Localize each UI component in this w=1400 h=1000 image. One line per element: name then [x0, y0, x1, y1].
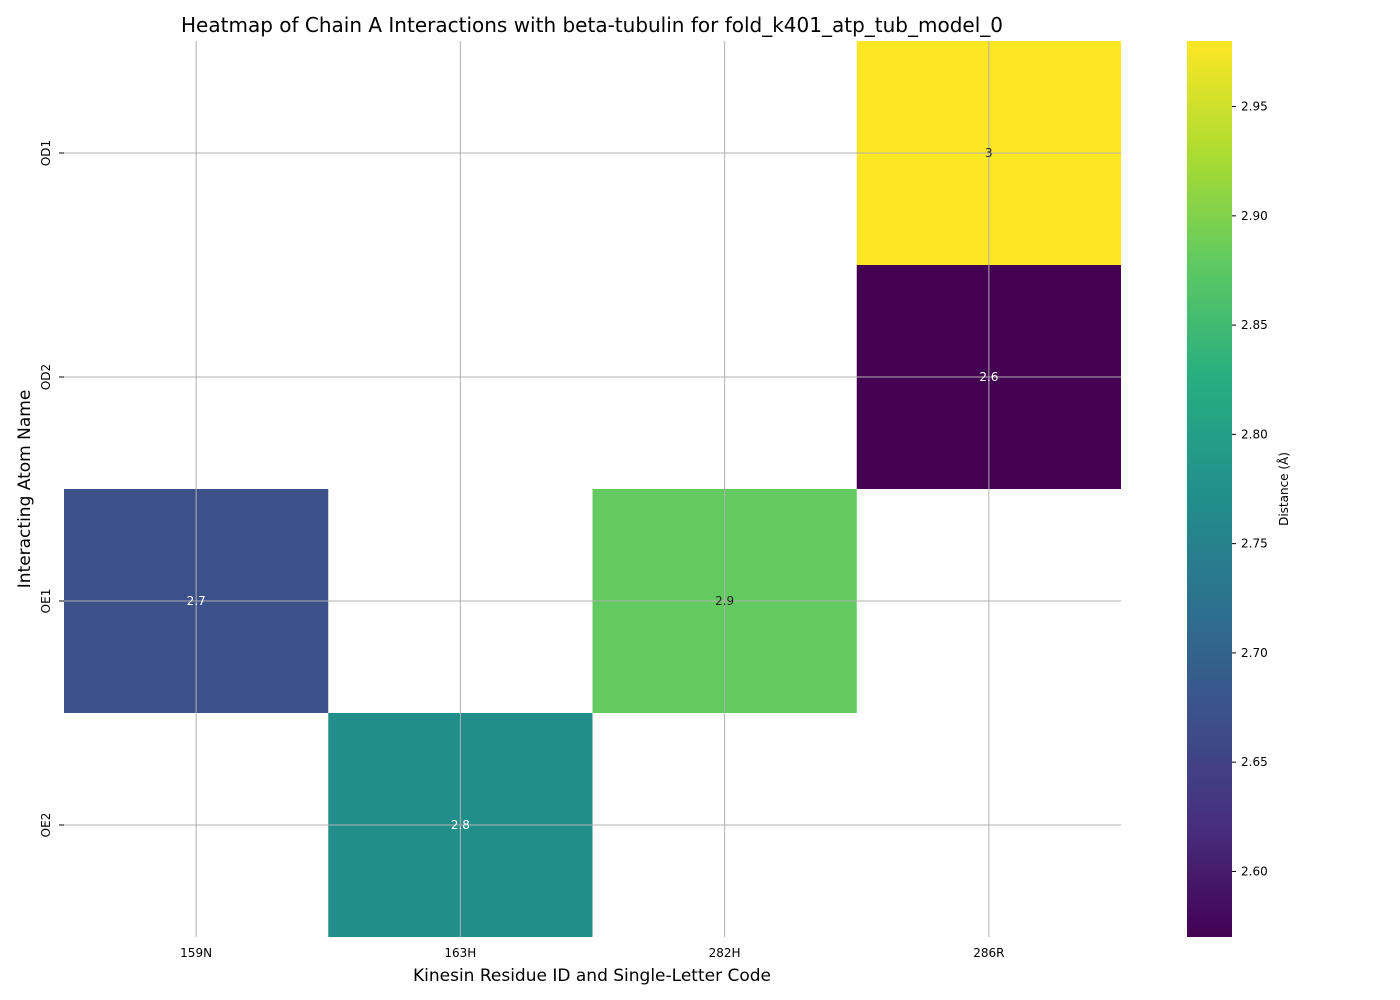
- y-tick-label: OE2: [39, 813, 53, 838]
- colorbar-tick-label: 2.65: [1241, 755, 1268, 769]
- colorbar-tick-label: 2.60: [1241, 864, 1268, 878]
- grid-lines: [64, 41, 1121, 937]
- colorbar-tick-label: 2.80: [1241, 427, 1268, 441]
- x-tick-label: 163H: [444, 946, 476, 960]
- chart-title: Heatmap of Chain A Interactions with bet…: [181, 13, 1003, 37]
- cell-value-label: 2.6: [979, 370, 998, 384]
- y-tick-label: OD1: [39, 140, 53, 166]
- y-axis-ticks: OD1 OD2 OE1 OE2: [39, 140, 64, 838]
- x-tick-label: 159N: [180, 946, 212, 960]
- cell-value-label: 2.9: [715, 594, 734, 608]
- y-tick-label: OD2: [39, 364, 53, 390]
- colorbar-tick-label: 2.75: [1241, 537, 1268, 551]
- x-axis-label: Kinesin Residue ID and Single-Letter Cod…: [413, 966, 771, 986]
- x-tick-label: 286R: [973, 946, 1004, 960]
- colorbar-tick-label: 2.90: [1241, 209, 1268, 223]
- cell-value-label: 2.8: [451, 818, 470, 832]
- x-tick-label: 282H: [709, 946, 741, 960]
- colorbar-tick-label: 2.70: [1241, 646, 1268, 660]
- colorbar-tick-label: 2.85: [1241, 318, 1268, 332]
- colorbar-label: Distance (Å): [1276, 452, 1291, 526]
- colorbar-tick-label: 2.95: [1241, 100, 1268, 114]
- cell-value-label: 2.7: [187, 594, 206, 608]
- colorbar-ticks: 2.60 2.65 2.70 2.75 2.80 2.85 2.90 2.95: [1232, 100, 1268, 878]
- y-axis-label: Interacting Atom Name: [15, 390, 35, 589]
- heatmap-cells: [64, 41, 1121, 937]
- x-axis-ticks: 159N 163H 282H 286R: [180, 946, 1004, 960]
- cell-value-label: 3: [985, 146, 993, 160]
- colorbar: [1187, 41, 1232, 937]
- y-tick-label: OE1: [39, 589, 53, 614]
- cell-labels: 3 2.6 2.7 2.9 2.8: [187, 146, 999, 832]
